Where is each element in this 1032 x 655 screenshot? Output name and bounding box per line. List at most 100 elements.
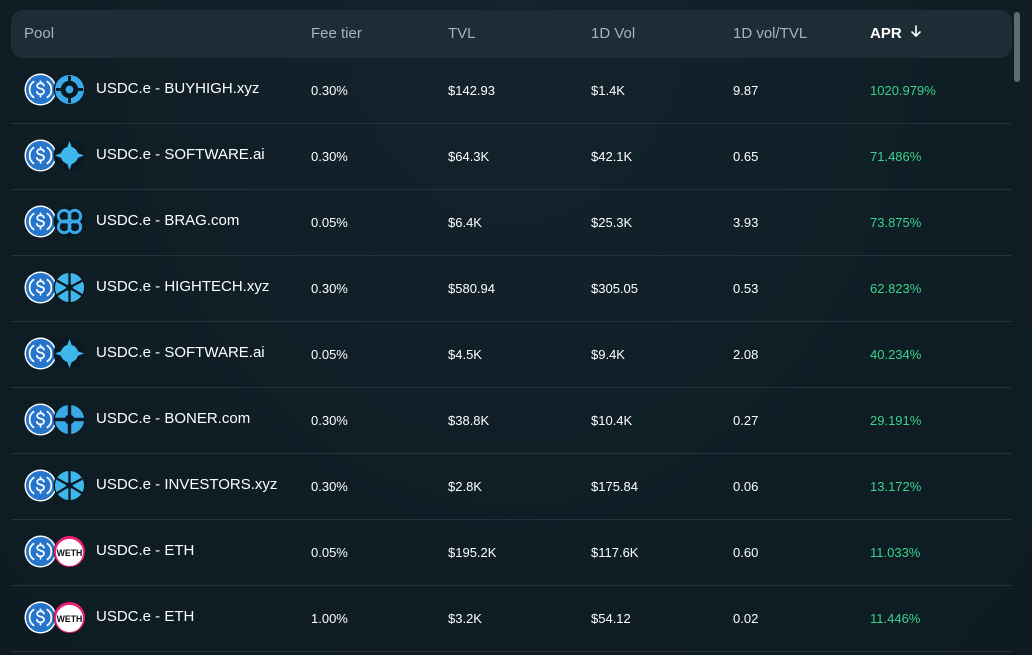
- quad-token-icon: [53, 205, 86, 241]
- usdc-token-icon: [24, 139, 57, 175]
- pool-token-icons: [24, 469, 90, 503]
- fee-tier-value: 1.00%: [311, 611, 348, 626]
- 1d-vol-tvl-value: 9.87: [733, 83, 759, 98]
- column-fee-tier[interactable]: Fee tier: [311, 25, 362, 42]
- scrollbar-track[interactable]: [1013, 10, 1021, 655]
- usdc-token-icon: [24, 205, 57, 241]
- column-1d-vol-tvl[interactable]: 1D vol/TVL: [733, 25, 808, 42]
- column-apr[interactable]: APR: [870, 25, 922, 42]
- column-apr-label: APR: [870, 25, 902, 42]
- table-row[interactable]: USDC.e - HIGHTECH.xyz 0.30% $580.94 $305.05…: [11, 256, 1012, 322]
- 1d-vol-value: $175.84: [591, 479, 638, 494]
- svg-text:WETH: WETH: [57, 614, 83, 624]
- pool-name: USDC.e - BUYHIGH.xyz: [96, 80, 260, 97]
- tvl-value: $142.93: [448, 83, 495, 98]
- 1d-vol-value: $9.4K: [591, 347, 625, 362]
- fee-tier-value: 0.05%: [311, 545, 348, 560]
- 1d-vol-value: $305.05: [591, 281, 638, 296]
- 1d-vol-tvl-value: 0.60: [733, 545, 759, 560]
- weth-token-icon: WETH: [53, 535, 86, 571]
- fee-tier-value: 0.30%: [311, 281, 348, 296]
- tvl-value: $195.2K: [448, 545, 497, 560]
- apr-value: 40.234%: [870, 347, 922, 362]
- ring-token-icon: [53, 73, 86, 109]
- table-header: Pool Fee tier TVL 1D Vol 1D vol/TVL APR: [11, 10, 1012, 58]
- apr-value: 73.875%: [870, 215, 922, 230]
- pool-name: USDC.e - BRAG.com: [96, 212, 240, 229]
- arrow-down-icon: [910, 25, 922, 42]
- 1d-vol-value: $25.3K: [591, 215, 633, 230]
- tvl-value: $580.94: [448, 281, 495, 296]
- usdc-token-icon: [24, 601, 57, 637]
- usdc-token-icon: [24, 73, 57, 109]
- table-row[interactable]: USDC.e - INVESTORS.xyz 0.30% $2.8K $175.84 0…: [11, 454, 1012, 520]
- column-tvl[interactable]: TVL: [448, 25, 476, 42]
- 1d-vol-tvl-value: 0.53: [733, 281, 759, 296]
- pool-token-icons: [24, 337, 90, 371]
- tvl-value: $38.8K: [448, 413, 490, 428]
- 1d-vol-tvl-value: 0.65: [733, 149, 759, 164]
- 1d-vol-tvl-value: 0.27: [733, 413, 759, 428]
- apr-value: 1020.979%: [870, 83, 936, 98]
- tvl-value: $3.2K: [448, 611, 482, 626]
- apr-value: 11.033%: [870, 545, 921, 560]
- pool-name: USDC.e - INVESTORS.xyz: [96, 476, 278, 493]
- pool-token-icons: [24, 139, 90, 173]
- 1d-vol-tvl-value: 2.08: [733, 347, 759, 362]
- pool-token-icons: WETH: [24, 601, 90, 635]
- table-row[interactable]: USDC.e - BONER.com 0.30% $38.8K $10.4K 0.27 2…: [11, 388, 1012, 454]
- table-row[interactable]: WETH USDC.e - ETH 1.00% $3.2K $54.12 0.02 11.4…: [11, 586, 1012, 652]
- usdc-token-icon: [24, 469, 57, 505]
- pool-token-icons: [24, 403, 90, 437]
- table-row[interactable]: USDC.e - SOFTWARE.ai 0.30% $64.3K $42.1K 0.6…: [11, 124, 1012, 190]
- fee-tier-value: 0.30%: [311, 479, 348, 494]
- table-row[interactable]: USDC.e - BUYHIGH.xyz 0.30% $142.93 $1.4K 9.8…: [11, 58, 1012, 124]
- pool-token-icons: [24, 271, 90, 305]
- fee-tier-value: 0.30%: [311, 83, 348, 98]
- fee-tier-value: 0.05%: [311, 215, 348, 230]
- pools-table: Pool Fee tier TVL 1D Vol 1D vol/TVL APR …: [11, 10, 1012, 652]
- scrollbar-thumb[interactable]: [1014, 12, 1020, 82]
- 1d-vol-value: $1.4K: [591, 83, 625, 98]
- pool-token-icons: [24, 205, 90, 239]
- apr-value: 29.191%: [870, 413, 922, 428]
- usdc-token-icon: [24, 535, 57, 571]
- 1d-vol-tvl-value: 0.02: [733, 611, 759, 626]
- apr-value: 71.486%: [870, 149, 922, 164]
- pool-name: USDC.e - SOFTWARE.ai: [96, 146, 265, 163]
- usdc-token-icon: [24, 403, 57, 439]
- table-row[interactable]: WETH USDC.e - ETH 0.05% $195.2K $117.6K 0.60 1…: [11, 520, 1012, 586]
- fee-tier-value: 0.05%: [311, 347, 348, 362]
- tvl-value: $6.4K: [448, 215, 482, 230]
- table-row[interactable]: USDC.e - BRAG.com 0.05% $6.4K $25.3K 3.93 73.…: [11, 190, 1012, 256]
- usdc-token-icon: [24, 271, 57, 307]
- pool-name: USDC.e - BONER.com: [96, 410, 251, 427]
- table-row[interactable]: USDC.e - SOFTWARE.ai 0.05% $4.5K $9.4K 2.08 4…: [11, 322, 1012, 388]
- weth-token-icon: WETH: [53, 601, 86, 637]
- cross-token-icon: [53, 403, 86, 439]
- column-1d-vol[interactable]: 1D Vol: [591, 25, 636, 42]
- 1d-vol-value: $42.1K: [591, 149, 633, 164]
- svg-text:WETH: WETH: [57, 548, 83, 558]
- column-pool[interactable]: Pool: [24, 25, 55, 42]
- fee-tier-value: 0.30%: [311, 149, 348, 164]
- table-body: USDC.e - BUYHIGH.xyz 0.30% $142.93 $1.4K 9.8…: [11, 58, 1012, 652]
- 1d-vol-tvl-value: 3.93: [733, 215, 759, 230]
- pool-name: USDC.e - SOFTWARE.ai: [96, 344, 265, 361]
- 1d-vol-tvl-value: 0.06: [733, 479, 759, 494]
- pinwheel-token-icon: [53, 469, 86, 505]
- 1d-vol-value: $117.6K: [591, 545, 639, 560]
- pool-name: USDC.e - HIGHTECH.xyz: [96, 278, 270, 295]
- pool-token-icons: [24, 73, 90, 107]
- 1d-vol-value: $54.12: [591, 611, 631, 626]
- burst-token-icon: [53, 139, 86, 175]
- pinwheel-token-icon: [53, 271, 86, 307]
- pool-token-icons: WETH: [24, 535, 90, 569]
- usdc-token-icon: [24, 337, 57, 373]
- 1d-vol-value: $10.4K: [591, 413, 633, 428]
- tvl-value: $4.5K: [448, 347, 482, 362]
- apr-value: 13.172%: [870, 479, 922, 494]
- burst-token-icon: [53, 337, 86, 373]
- apr-value: 11.446%: [870, 611, 921, 626]
